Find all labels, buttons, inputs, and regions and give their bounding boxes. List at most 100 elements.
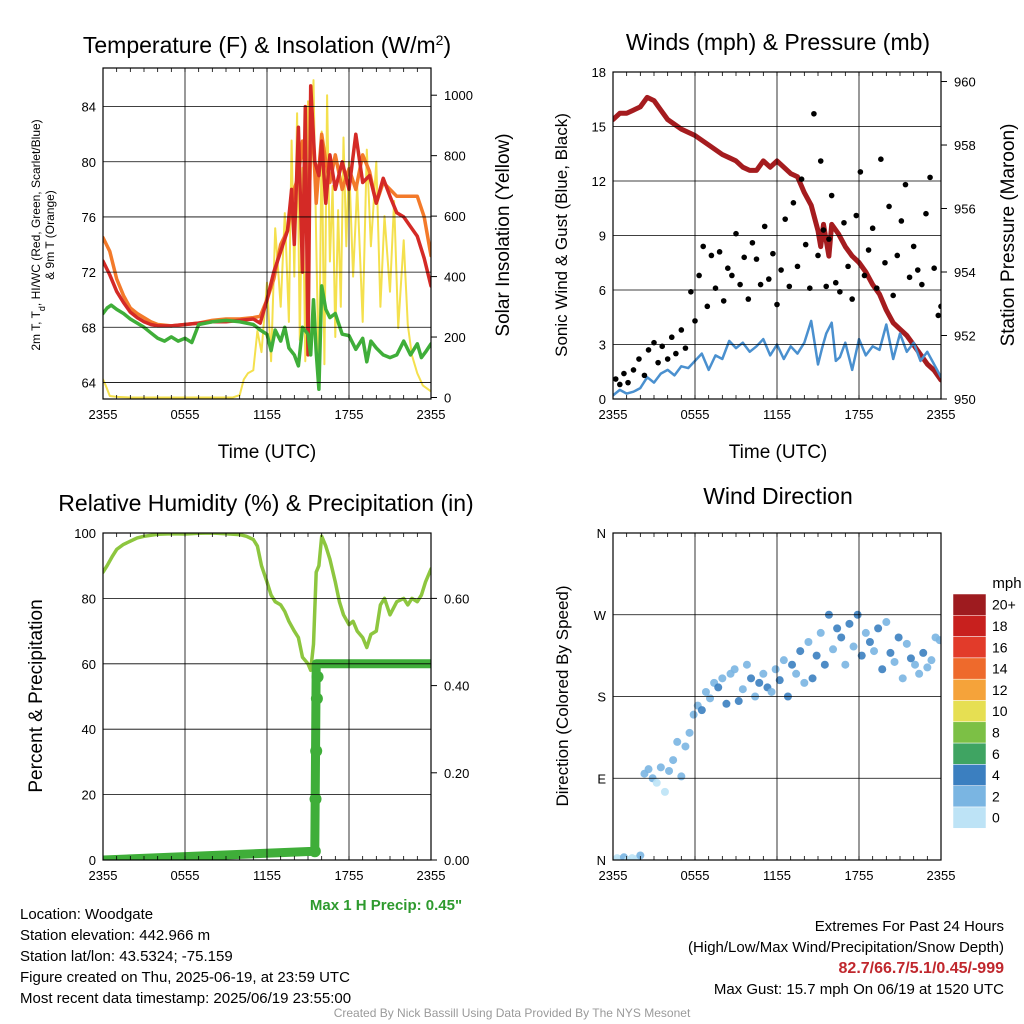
gust-point xyxy=(636,356,642,362)
wind-y2tick-label: 956 xyxy=(954,202,976,217)
rh-xtick-label: 2355 xyxy=(417,868,446,883)
gust-point xyxy=(886,203,892,210)
wind-x-label: Time (UTC) xyxy=(729,442,828,463)
temp-xtick-label: 2355 xyxy=(417,407,446,422)
gust-point xyxy=(817,158,824,164)
wind-plot-area xyxy=(613,94,941,397)
gust-point xyxy=(761,223,768,230)
gust-point xyxy=(664,356,671,362)
gust-point xyxy=(655,359,661,366)
direction-point xyxy=(816,628,825,637)
gust-point xyxy=(704,303,711,310)
wind-line xyxy=(613,319,941,397)
direction-point xyxy=(796,647,805,656)
direction-point xyxy=(935,636,941,645)
gust-point xyxy=(651,339,657,346)
gust-point xyxy=(811,110,817,117)
temp-y2tick-label: 600 xyxy=(444,209,466,224)
wind-xtick-label: 2355 xyxy=(599,407,628,422)
direction-point xyxy=(861,628,870,637)
legend-swatch xyxy=(952,615,987,637)
gust-point xyxy=(613,376,619,382)
temperature-y-label-line2: & 9m T (Orange) xyxy=(43,190,57,280)
direction-point xyxy=(865,638,874,646)
gust-point xyxy=(807,285,813,291)
wind-y2tick-label: 950 xyxy=(954,392,976,407)
direction-point xyxy=(665,766,674,775)
direction-point xyxy=(759,669,768,678)
direction-point xyxy=(915,669,924,678)
gust-point xyxy=(708,252,715,259)
direction-point xyxy=(714,683,723,692)
dir-ytick-label: E xyxy=(597,771,606,786)
wind-ytick-label: 0 xyxy=(599,392,606,407)
legend-swatch xyxy=(952,678,987,701)
legend-label: 18 xyxy=(992,618,1008,634)
gust-point xyxy=(882,259,888,266)
wind-panel: Winds (mph) & Pressure (mb) Time (UTC) S… xyxy=(552,29,1019,463)
direction-point xyxy=(845,619,854,628)
info-created: Figure created on Thu, 2025-06-19, at 23… xyxy=(20,969,350,986)
wind-xtick-label: 0555 xyxy=(681,407,710,422)
rh-xtick-label: 2355 xyxy=(89,868,118,883)
gust-point xyxy=(935,312,941,319)
rh-title: Relative Humidity (%) & Precipitation (i… xyxy=(58,490,473,516)
temp-xtick-label: 1155 xyxy=(253,407,281,422)
info-location: Location: Woodgate xyxy=(20,906,154,923)
temperature-y2-label: Solar Insolation (Yellow) xyxy=(493,133,514,336)
gust-point xyxy=(625,379,631,386)
direction-point xyxy=(775,676,784,685)
temp-y2tick-label: 800 xyxy=(444,149,466,164)
extremes-max-gust: Max Gust: 15.7 mph On 06/19 at 1520 UTC xyxy=(713,981,1004,998)
temp-ytick-label: 76 xyxy=(82,210,96,225)
temp-ytick-label: 68 xyxy=(82,320,96,335)
temperature-panel: Temperature (F) & Insolation (W/m2) Time… xyxy=(29,32,514,463)
wind-plot-border xyxy=(612,71,942,400)
dewpoint-line xyxy=(103,284,431,392)
gust-point xyxy=(914,267,921,273)
direction-point xyxy=(689,710,698,719)
extremes-values: 82.7/66.7/5.1/0.45/-999 xyxy=(838,960,1004,977)
gust-point xyxy=(741,254,747,261)
gust-point xyxy=(700,243,706,250)
gust-point xyxy=(745,296,752,302)
legend-label: 6 xyxy=(992,746,1000,762)
direction-point xyxy=(837,633,846,642)
direction-y-label: Direction (Colored By Speed) xyxy=(553,585,572,806)
direction-point xyxy=(685,728,694,737)
legend-swatch xyxy=(952,764,987,786)
gust-point xyxy=(749,239,756,246)
gust-point xyxy=(790,200,797,206)
gust-point xyxy=(682,345,689,351)
direction-point xyxy=(742,660,751,669)
legend-swatch xyxy=(952,593,987,616)
gust-point xyxy=(931,265,937,272)
pressure-line xyxy=(613,94,941,383)
direction-point xyxy=(660,787,669,796)
gust-point xyxy=(873,285,880,291)
legend-label: 14 xyxy=(992,661,1008,677)
rh-ytick-label: 0 xyxy=(89,853,96,868)
dir-ytick-label: S xyxy=(597,690,606,705)
rh-ytick-label: 100 xyxy=(74,526,96,541)
temp-xtick-label: 0555 xyxy=(171,407,200,422)
wind-y2tick-label: 960 xyxy=(954,75,976,90)
temperature-y-label: 2m T, Td, HI/WC (Red, Green, Scarlet/Blu… xyxy=(29,119,47,350)
wind-ytick-label: 9 xyxy=(599,229,606,244)
legend-swatch xyxy=(952,657,987,680)
rh-ytick-label: 40 xyxy=(82,722,96,737)
legend-title: mph xyxy=(992,575,1021,592)
temp-y2tick-label: 400 xyxy=(444,270,466,285)
direction-point xyxy=(906,654,915,663)
direction-point xyxy=(800,678,809,687)
direction-point xyxy=(792,669,801,678)
legend-swatch xyxy=(952,700,987,723)
legend-label: 12 xyxy=(992,682,1008,698)
temperature-title: Temperature (F) & Insolation (W/m2) xyxy=(83,32,451,58)
direction-point xyxy=(874,624,883,633)
direction-point xyxy=(788,660,797,669)
temperature-x-label: Time (UTC) xyxy=(218,442,317,463)
gust-point xyxy=(837,289,843,295)
temp-line xyxy=(103,84,431,357)
gust-point xyxy=(786,283,793,290)
